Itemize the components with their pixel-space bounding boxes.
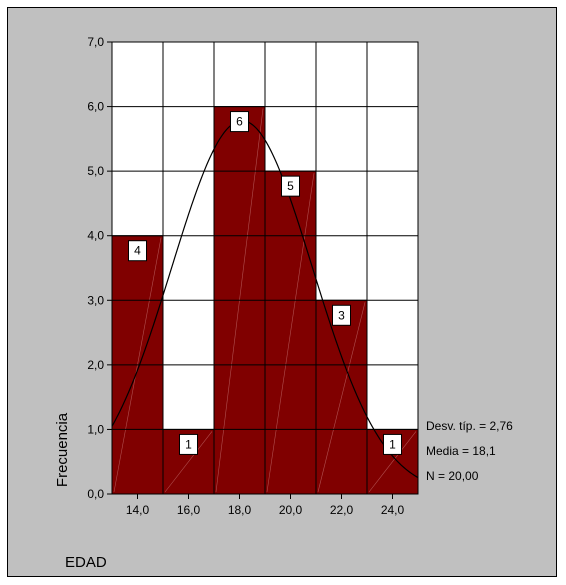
bar-data-label-text: 5: [287, 179, 294, 193]
y-tick-label: 6,0: [87, 100, 104, 114]
bar-data-label: 1: [383, 433, 402, 455]
bar-data-label-box: [332, 304, 351, 326]
y-tick-label: 1,0: [87, 422, 104, 436]
plot-border: [111, 41, 419, 495]
chart-frame: 0,0 1,0 2,0 3,0 4,0 5,0 6,0 7,0 14,0 16,0 18,0 20,0…: [7, 7, 557, 577]
bar-data-label-box: [179, 433, 198, 455]
histogram-chart: 0,0 1,0 2,0 3,0 4,0 5,0 6,0 7,0 14,0 16,0 18,0 20,0…: [54, 35, 513, 571]
stats-n: N = 20,00: [426, 469, 479, 483]
y-tick-label: 0,0: [87, 487, 104, 501]
bar-data-label-text: 3: [338, 308, 345, 322]
bar-data-label: 3: [332, 304, 351, 326]
y-tick-label: 5,0: [87, 164, 104, 178]
bar-data-label-text: 6: [236, 115, 243, 129]
bar-data-label-box: [230, 111, 249, 133]
bar-data-label-text: 4: [134, 244, 141, 258]
bar-data-label: 5: [281, 175, 300, 197]
bar-data-label: 4: [128, 240, 147, 262]
x-tick-label: 22,0: [330, 503, 354, 517]
bar-highlight: [266, 173, 315, 493]
bar-highlight: [368, 431, 417, 493]
normal-curve: [111, 120, 419, 479]
bar-data-label-text: 1: [185, 437, 192, 451]
x-tick-label: 18,0: [228, 503, 252, 517]
x-tick-label: 14,0: [126, 503, 150, 517]
bar-data-label-box: [281, 175, 300, 197]
y-tick-label: 7,0: [87, 35, 104, 49]
y-tick-label: 2,0: [87, 358, 104, 372]
bar-highlight: [164, 431, 213, 493]
bar-highlight: [317, 302, 366, 493]
x-tick-label: 24,0: [381, 503, 405, 517]
x-tick-label: 20,0: [279, 503, 303, 517]
bar-data-label-box: [383, 433, 402, 455]
y-tick-label: 3,0: [87, 293, 104, 307]
y-axis-label: Frecuencia: [54, 412, 71, 487]
bar-data-label: 1: [179, 433, 198, 455]
x-tick-label: 16,0: [177, 503, 201, 517]
stats-sd: Desv. típ. = 2,76: [426, 419, 513, 433]
bar-data-label-box: [128, 240, 147, 262]
stats-mean: Media = 18,1: [426, 444, 496, 458]
bar-data-label-text: 1: [389, 437, 396, 451]
x-axis-label: EDAD: [65, 554, 107, 571]
y-tick-label: 4,0: [87, 229, 104, 243]
bar-data-label: 6: [230, 111, 249, 133]
